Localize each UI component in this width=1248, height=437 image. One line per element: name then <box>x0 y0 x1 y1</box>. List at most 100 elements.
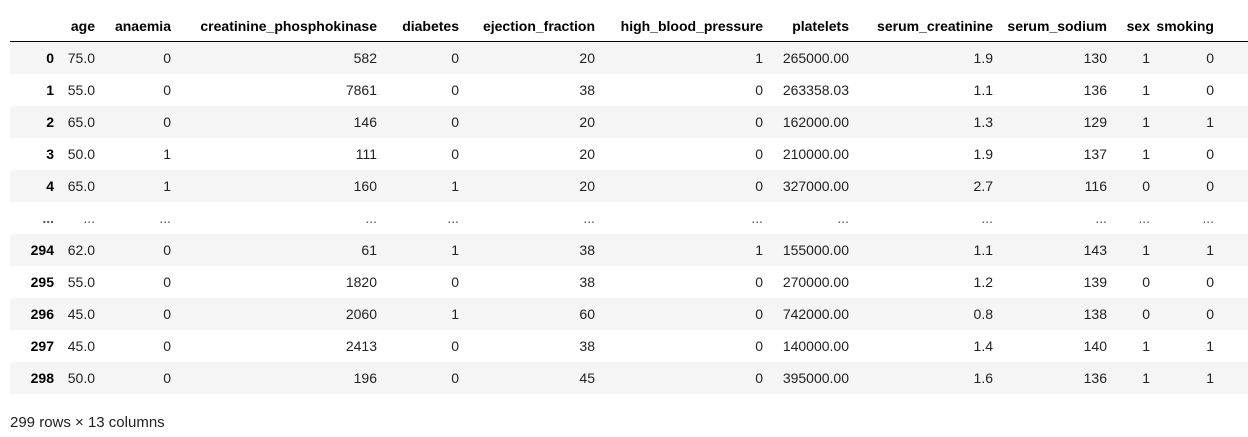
cell-anaemia: 0 <box>163 273 171 290</box>
cell-smoking: 1 <box>1206 369 1214 386</box>
cell-time: ... <box>1220 202 1248 234</box>
cell-serum-creatinine: 1.1 <box>973 241 993 258</box>
cell-creatinine-phosphokinase: 61 <box>361 241 377 258</box>
cell-sex: 1 <box>1142 145 1150 162</box>
cell-diabetes: 0 <box>451 369 459 386</box>
cell-sex: 1 <box>1142 81 1150 98</box>
cell-platelets: 327000.00 <box>782 177 849 194</box>
cell-age: 45.0 <box>67 337 95 354</box>
cell-smoking: 0 <box>1206 49 1214 66</box>
index-header <box>10 10 60 42</box>
column-header-age: age <box>60 10 101 42</box>
cell-anaemia: 0 <box>163 337 171 354</box>
cell-ejection-fraction: 20 <box>579 49 595 66</box>
cell-creatinine-phosphokinase: 582 <box>353 49 377 66</box>
cell-diabetes: 0 <box>451 113 459 130</box>
cell-diabetes: 0 <box>451 337 459 354</box>
row-index: ... <box>42 209 54 226</box>
cell-serum-creatinine: 0.8 <box>973 305 993 322</box>
table-row: 296 45.0 0 2060 1 60 0 742000.00 0.8 138 0 0 278 <box>10 297 1248 330</box>
cell-serum-sodium: 137 <box>1083 145 1107 162</box>
cell-serum-creatinine: 1.6 <box>973 369 993 386</box>
cell-sex: 1 <box>1142 113 1150 130</box>
row-index: 295 <box>30 273 54 290</box>
cell-serum-sodium: 143 <box>1083 241 1107 258</box>
cell-sex: 0 <box>1142 177 1150 194</box>
cell-serum-creatinine: 1.9 <box>973 49 993 66</box>
cell-sex: 1 <box>1142 49 1150 66</box>
cell-serum-creatinine: 1.2 <box>973 273 993 290</box>
row-index: 0 <box>46 49 54 66</box>
table-row: 297 45.0 0 2413 0 38 0 140000.00 1.4 140 1 1 280 <box>10 329 1248 362</box>
cell-platelets: 140000.00 <box>782 337 849 354</box>
table-row: 295 55.0 0 1820 0 38 0 270000.00 1.2 139 0 0 271 <box>10 265 1248 298</box>
row-index: 294 <box>30 241 54 258</box>
cell-time: 4 <box>1220 42 1248 74</box>
cell-time: 278 <box>1220 298 1248 330</box>
cell-sex: ... <box>1138 209 1150 226</box>
table-body: 075.005820201265000.001.9130104155.00786… <box>10 41 1248 394</box>
cell-high-blood-pressure: 0 <box>755 145 763 162</box>
column-header-serum-sodium: serum_sodium <box>999 10 1113 42</box>
cell-smoking: 0 <box>1206 273 1214 290</box>
cell-serum-creatinine: 1.1 <box>973 81 993 98</box>
cell-time: 7 <box>1220 106 1248 138</box>
cell-diabetes: 0 <box>451 49 459 66</box>
column-header-smoking: smoking <box>1156 10 1220 42</box>
cell-sex: 0 <box>1142 273 1150 290</box>
cell-age: 50.0 <box>67 145 95 162</box>
cell-smoking: 1 <box>1206 337 1214 354</box>
cell-serum-sodium: 138 <box>1083 305 1107 322</box>
cell-age: 50.0 <box>67 369 95 386</box>
column-header-serum-creatinine: serum_creatinine <box>855 10 999 42</box>
row-index: 298 <box>30 369 54 386</box>
cell-ejection-fraction: 20 <box>579 177 595 194</box>
cell-smoking: 1 <box>1206 241 1214 258</box>
cell-platelets: 263358.03 <box>782 81 849 98</box>
cell-ejection-fraction: 38 <box>579 273 595 290</box>
cell-time: 6 <box>1220 74 1248 106</box>
cell-anaemia: 0 <box>163 113 171 130</box>
cell-ejection-fraction: 20 <box>579 113 595 130</box>
row-index: 3 <box>46 145 54 162</box>
cell-serum-sodium: 130 <box>1083 49 1107 66</box>
cell-time: 271 <box>1220 266 1248 298</box>
cell-age: 62.0 <box>67 241 95 258</box>
cell-diabetes: ... <box>447 209 459 226</box>
cell-platelets: 155000.00 <box>782 241 849 258</box>
row-index: 2 <box>46 113 54 130</box>
cell-age: 65.0 <box>67 177 95 194</box>
cell-serum-sodium: 129 <box>1083 113 1107 130</box>
cell-platelets: 742000.00 <box>782 305 849 322</box>
row-index: 4 <box>46 177 54 194</box>
cell-serum-sodium: 136 <box>1083 81 1107 98</box>
column-header-anaemia: anaemia <box>101 10 177 42</box>
cell-diabetes: 0 <box>451 273 459 290</box>
row-index: 1 <box>46 81 54 98</box>
cell-age: 75.0 <box>67 49 95 66</box>
column-header-platelets: platelets <box>769 10 855 42</box>
cell-high-blood-pressure: 0 <box>755 81 763 98</box>
cell-age: 65.0 <box>67 113 95 130</box>
cell-age: 45.0 <box>67 305 95 322</box>
cell-serum-sodium: ... <box>1095 209 1107 226</box>
cell-ejection-fraction: 20 <box>579 145 595 162</box>
ellipsis-row: ....................................... <box>10 201 1248 234</box>
cell-creatinine-phosphokinase: 1820 <box>345 273 377 290</box>
cell-high-blood-pressure: 0 <box>755 273 763 290</box>
cell-ejection-fraction: 38 <box>579 337 595 354</box>
column-header-high-blood-pressure: high_blood_pressure <box>601 10 769 42</box>
cell-serum-creatinine: 2.7 <box>973 177 993 194</box>
table-row: 298 50.0 0 196 0 45 0 395000.00 1.6 136 1 1 285 <box>10 361 1248 394</box>
cell-smoking: 0 <box>1206 305 1214 322</box>
cell-creatinine-phosphokinase: 160 <box>353 177 377 194</box>
dataframe-shape-summary: 299 rows × 13 columns <box>10 414 165 431</box>
cell-anaemia: 0 <box>163 49 171 66</box>
cell-serum-sodium: 116 <box>1084 177 1107 194</box>
dataframe-table: age anaemia creatinine_phosphokinase diabet… <box>10 10 1248 394</box>
cell-anaemia: 0 <box>163 369 171 386</box>
cell-platelets: 265000.00 <box>782 49 849 66</box>
cell-time: 270 <box>1220 234 1248 266</box>
